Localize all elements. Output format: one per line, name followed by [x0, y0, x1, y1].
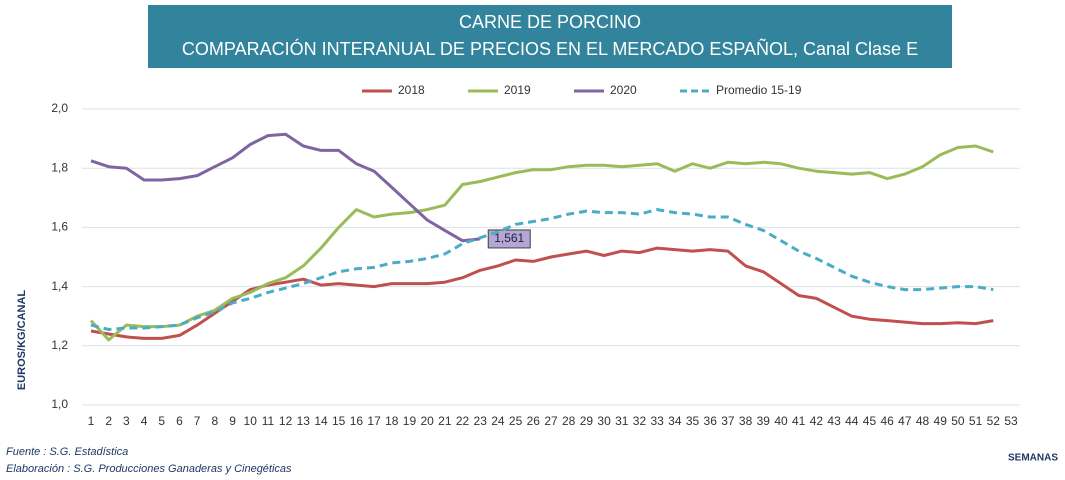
- y-axis-label: EUROS/KG/CANAL: [16, 290, 28, 391]
- series-line: [90, 208, 994, 331]
- y-tick-label: 1,8: [51, 160, 68, 174]
- x-tick-label: 40: [774, 414, 788, 428]
- x-tick-label: 12: [279, 414, 293, 428]
- x-axis-label: SEMANAS: [1008, 453, 1058, 464]
- x-tick-label: 50: [951, 414, 965, 428]
- x-tick-label: 17: [367, 414, 381, 428]
- legend-label: 2018: [398, 83, 425, 97]
- x-tick-label: 51: [969, 414, 983, 428]
- x-tick-label: 8: [212, 414, 219, 428]
- x-tick-label: 31: [615, 414, 629, 428]
- x-tick-label: 23: [474, 414, 488, 428]
- data-label-box: [487, 229, 531, 249]
- x-tick-label: 52: [987, 414, 1001, 428]
- x-tick-label: 35: [686, 414, 700, 428]
- x-tick-label: 14: [314, 414, 328, 428]
- legend-label: Promedio 15-19: [716, 83, 802, 97]
- x-tick-label: 28: [562, 414, 576, 428]
- x-tick-label: 19: [403, 414, 417, 428]
- x-tick-label: 5: [158, 414, 165, 428]
- x-tick-label: 29: [580, 414, 594, 428]
- x-tick-label: 37: [721, 414, 735, 428]
- x-tick-label: 45: [863, 414, 877, 428]
- x-tick-label: 46: [880, 414, 894, 428]
- x-tick-label: 39: [757, 414, 771, 428]
- x-tick-label: 2: [105, 414, 112, 428]
- x-tick-label: 3: [123, 414, 130, 428]
- y-tick-label: 1,6: [51, 220, 68, 234]
- x-tick-label: 38: [739, 414, 753, 428]
- x-tick-label: 41: [792, 414, 806, 428]
- x-tick-label: 21: [438, 414, 452, 428]
- x-tick-label: 20: [420, 414, 434, 428]
- source: Fuente : S.G. Estadística: [6, 446, 128, 458]
- x-tick-label: 22: [456, 414, 470, 428]
- x-tick-label: 25: [509, 414, 523, 428]
- x-tick-label: 33: [650, 414, 664, 428]
- y-tick-label: 1,4: [51, 279, 68, 293]
- x-tick-label: 53: [1004, 414, 1018, 428]
- x-tick-label: 4: [141, 414, 148, 428]
- x-tick-label: 27: [544, 414, 558, 428]
- x-tick-label: 47: [898, 414, 912, 428]
- series-line: [90, 132, 481, 243]
- x-tick-label: 43: [827, 414, 841, 428]
- x-tick-label: 18: [385, 414, 399, 428]
- x-tick-label: 7: [194, 414, 201, 428]
- x-tick-label: 42: [810, 414, 824, 428]
- y-tick-label: 2,0: [51, 101, 68, 115]
- x-tick-label: 26: [527, 414, 541, 428]
- title-box: [148, 5, 952, 68]
- x-tick-label: 32: [633, 414, 647, 428]
- legend-label: 2020: [610, 83, 637, 97]
- x-tick-label: 11: [262, 414, 275, 428]
- x-tick-label: 6: [176, 414, 183, 428]
- x-tick-label: 49: [934, 414, 948, 428]
- x-tick-label: 30: [597, 414, 611, 428]
- x-tick-label: 9: [229, 414, 236, 428]
- series-line: [89, 144, 994, 342]
- x-tick-label: 48: [916, 414, 930, 428]
- x-tick-label: 15: [332, 414, 346, 428]
- x-tick-label: 10: [244, 414, 258, 428]
- legend-label: 2019: [504, 83, 531, 97]
- credit: Elaboración : S.G. Producciones Ganadera…: [6, 463, 292, 475]
- x-tick-label: 1: [88, 414, 95, 428]
- data-label: 1,561: [494, 231, 524, 245]
- y-tick-label: 1,2: [51, 338, 68, 352]
- x-tick-label: 16: [350, 414, 364, 428]
- x-tick-label: 34: [668, 414, 682, 428]
- series-line: [90, 246, 994, 340]
- chart-subtitle: COMPARACIÓN INTERANUAL DE PRECIOS EN EL …: [182, 38, 918, 59]
- x-tick-label: 36: [704, 414, 718, 428]
- x-tick-label: 24: [491, 414, 505, 428]
- x-tick-label: 44: [845, 414, 859, 428]
- x-tick-label: 13: [297, 414, 311, 428]
- chart-title: CARNE DE PORCINO: [459, 12, 641, 32]
- y-tick-label: 1,0: [51, 397, 68, 411]
